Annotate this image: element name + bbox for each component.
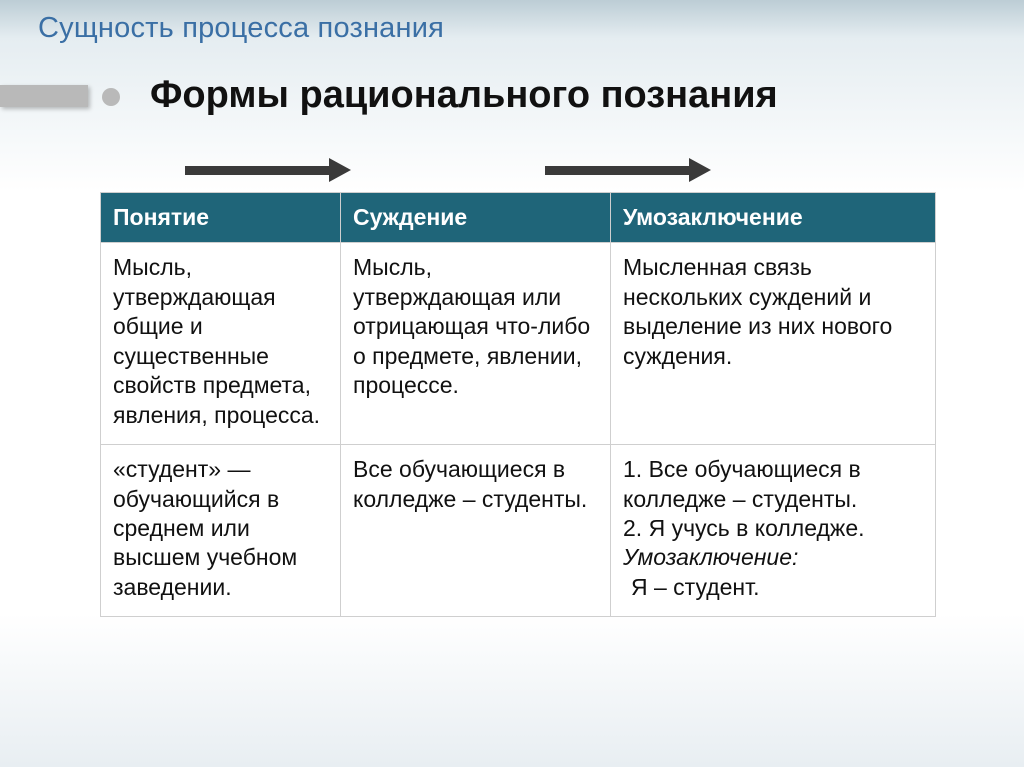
example-line: 1. Все обучающиеся в колледже – студенты…: [623, 455, 923, 514]
example-line-italic: Умозаключение:: [623, 543, 923, 572]
slide-supertitle: Сущность процесса познания: [38, 12, 444, 45]
bullet-bar-decoration: [0, 85, 88, 107]
bullet-dot-decoration: [102, 88, 120, 106]
cell-example-concept: «студент» — обучающийся в среднем или вы…: [101, 445, 341, 617]
cell-definition-concept: Мысль, утверждающая общие и существенные…: [101, 243, 341, 445]
col-header-concept: Понятие: [101, 193, 341, 243]
forms-table: Понятие Суждение Умозаключение Мысль, ут…: [100, 192, 936, 617]
slide: Сущность процесса познания Формы рациона…: [0, 0, 1024, 767]
slide-title: Формы рационального познания: [150, 74, 778, 117]
table-row: Мысль, утверждающая общие и существенные…: [101, 243, 936, 445]
col-header-inference: Умозаключение: [611, 193, 936, 243]
table-row: «студент» — обучающийся в среднем или вы…: [101, 445, 936, 617]
cell-definition-inference: Мысленная связь нескольких суждений и вы…: [611, 243, 936, 445]
col-header-judgment: Суждение: [341, 193, 611, 243]
cell-example-judgment: Все обучающиеся в колледже – студенты.: [341, 445, 611, 617]
cell-definition-judgment: Мысль, утверждающая или отрицающая что-л…: [341, 243, 611, 445]
table-header-row: Понятие Суждение Умозаключение: [101, 193, 936, 243]
example-line: Я – студент.: [623, 573, 760, 602]
example-line: 2. Я учусь в колледже.: [623, 514, 923, 543]
cell-example-inference: 1. Все обучающиеся в колледже – студенты…: [611, 445, 936, 617]
